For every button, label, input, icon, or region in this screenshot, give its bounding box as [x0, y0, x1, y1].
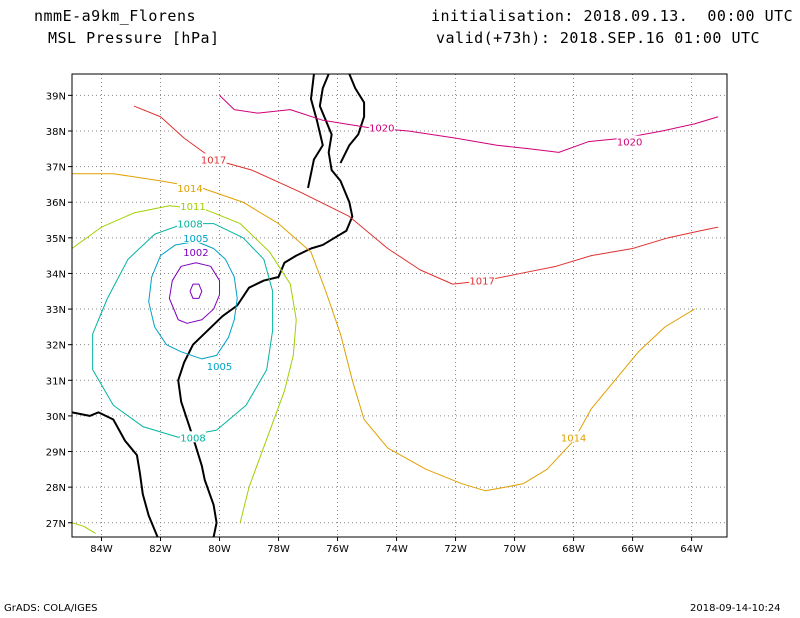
isobar-label-bg — [182, 231, 209, 243]
coastline-segment — [307, 74, 324, 189]
isobar-998 — [189, 283, 203, 299]
isobar-label-bg — [206, 360, 233, 372]
lat-tick-label: 34N — [46, 269, 66, 280]
grads-credit: GrADS: COLA/IGES — [4, 603, 98, 614]
isobar-label-bg — [560, 431, 587, 443]
lat-tick-label: 32N — [46, 341, 66, 352]
lon-tick-label: 78W — [267, 544, 290, 555]
isobar-label: 1017 — [201, 155, 226, 166]
lat-tick-label: 36N — [46, 198, 66, 209]
lon-tick-label: 68W — [562, 544, 585, 555]
map-frame — [71, 73, 728, 538]
variable-name: MSL Pressure [hPa] — [48, 29, 220, 47]
isobar-label: 1002 — [183, 248, 208, 259]
coastline — [72, 74, 366, 537]
lon-tick-label: 84W — [90, 544, 113, 555]
isobar-label: 1014 — [561, 433, 586, 444]
lat-tick-label: 37N — [46, 163, 66, 174]
lat-tick-label: 27N — [46, 519, 66, 530]
isobar-1014 — [72, 173, 695, 492]
lat-tick-label: 38N — [46, 127, 66, 138]
lat-tick-label: 33N — [46, 305, 66, 316]
coastline-segment — [339, 74, 366, 164]
lat-tick-label: 30N — [46, 412, 66, 423]
lon-tick-label: 76W — [326, 544, 349, 555]
lon-tick-label: 82W — [149, 544, 172, 555]
model-name: nmmE-a9km_Florens — [34, 7, 197, 25]
lon-tick-label: 70W — [503, 544, 526, 555]
lat-tick-label: 28N — [46, 483, 66, 494]
isobar-label-bg — [368, 121, 395, 133]
lat-tick-label: 39N — [46, 91, 66, 102]
lon-tick-label: 72W — [444, 544, 467, 555]
isobar-label: 1020 — [369, 123, 394, 134]
isobar-1011 — [72, 522, 96, 534]
isobar-label-bg — [177, 181, 204, 193]
isobars: 1002 1005 1005 1008 1008 1011 1014 1014 1017 1017… — [72, 95, 719, 534]
coastline-segment — [177, 74, 354, 537]
lon-tick-label: 74W — [385, 544, 408, 555]
isobar-label: 1008 — [177, 220, 202, 231]
isobar-label-bg — [200, 153, 227, 165]
isobar-label-bg — [469, 274, 496, 286]
isobar-label-bg — [179, 199, 206, 211]
isobar-1005 — [148, 240, 238, 360]
isobar-label: 1020 — [617, 138, 642, 149]
plot-timestamp: 2018-09-14-10:24 — [690, 603, 781, 614]
isobar-label: 1014 — [177, 184, 202, 195]
lat-tick-label: 31N — [46, 376, 66, 387]
lon-tick-label: 66W — [621, 544, 644, 555]
isobar-label: 1017 — [469, 277, 494, 288]
initialisation-time: initialisation: 2018.09.13. 00:00 UTC — [431, 7, 794, 25]
lon-tick-label: 64W — [680, 544, 703, 555]
valid-time: valid(+73h): 2018.SEP.16 01:00 UTC — [436, 29, 761, 47]
isobar-label-bg — [177, 217, 204, 229]
isobar-1020 — [219, 95, 719, 153]
isobar-1002 — [168, 262, 221, 324]
axis-ticks: 84W 82W 80W 78W 76W 74W 72W 70W 68W 66W 64W 27N 28N 2… — [46, 91, 703, 555]
coastline-segment — [72, 411, 159, 537]
isobar-label: 1011 — [180, 202, 205, 213]
isobar-1011 — [72, 205, 297, 523]
isobar-label: 1008 — [180, 433, 205, 444]
isobar-label-bg — [179, 431, 206, 443]
isobar-label-bg — [616, 135, 643, 147]
lat-tick-label: 35N — [46, 234, 66, 245]
isobar-label-bg — [182, 246, 209, 258]
isobar-label: 1005 — [183, 234, 208, 245]
isobar-label: 1005 — [207, 362, 232, 373]
lon-tick-label: 80W — [208, 544, 231, 555]
lat-tick-label: 29N — [46, 448, 66, 459]
